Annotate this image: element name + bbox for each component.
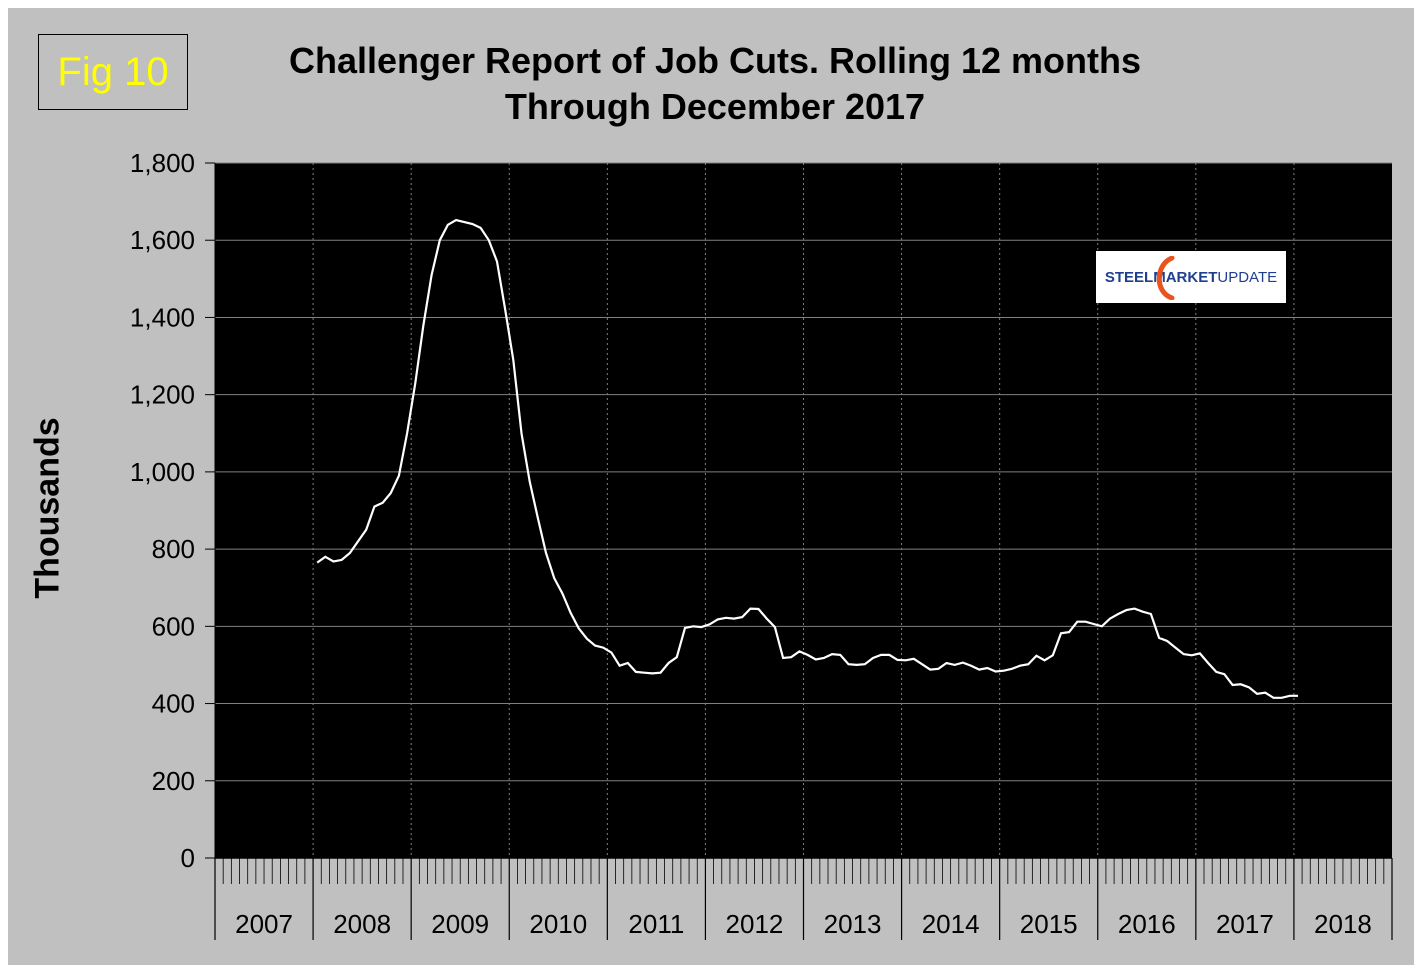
x-tick-label: 2010 (529, 909, 587, 939)
x-tick-label: 2017 (1216, 909, 1274, 939)
logo-swoosh-icon (1156, 256, 1175, 300)
y-tick-label: 1,200 (130, 380, 195, 410)
y-tick-label: 600 (152, 611, 195, 641)
x-tick-label: 2012 (726, 909, 784, 939)
x-tick-label: 2008 (333, 909, 391, 939)
steel-market-update-logo: STEEL MARKET UPDATE (1096, 251, 1286, 303)
y-tick-label: 200 (152, 766, 195, 796)
series-line-job-cuts (316, 218, 1298, 699)
chart-title-line-1: Challenger Report of Job Cuts. Rolling 1… (288, 40, 1142, 81)
chart-title: Challenger Report of Job Cuts. Rolling 1… (215, 38, 1215, 130)
chart-title-line-2: Through December 2017 (504, 86, 926, 127)
gridlines (215, 162, 1392, 858)
logo-text-update: UPDATE (1217, 268, 1278, 286)
y-tick-label: 400 (152, 689, 195, 719)
x-tick-label: 2016 (1118, 909, 1176, 939)
x-tick-label: 2007 (235, 909, 293, 939)
y-tick-label: 1,000 (130, 457, 195, 487)
y-tick-label: 800 (152, 534, 195, 564)
x-axis: 2007 2008 2009 2010 2011 2012 2013 2014 2015 2016… (214, 857, 1393, 940)
logo-text-steel: STEEL (1104, 268, 1154, 286)
y-tick-label: 1,800 (130, 148, 195, 178)
figure-label: Fig 10 (38, 34, 188, 110)
y-tick-label: 1,400 (130, 302, 195, 332)
x-tick-label: 2014 (922, 909, 980, 939)
x-tick-label: 2013 (824, 909, 882, 939)
y-axis: 0 200 400 600 800 1,000 1,200 1,400 1,600 1,800 (130, 148, 216, 873)
x-tick-label: 2009 (431, 909, 489, 939)
logo-text-market: MARKET (1153, 268, 1218, 286)
x-tick-label: 2018 (1314, 909, 1372, 939)
x-tick-label: 2011 (628, 909, 684, 939)
y-tick-label: 1,600 (130, 225, 195, 255)
y-tick-label: 0 (181, 843, 195, 873)
x-tick-label: 2015 (1020, 909, 1078, 939)
